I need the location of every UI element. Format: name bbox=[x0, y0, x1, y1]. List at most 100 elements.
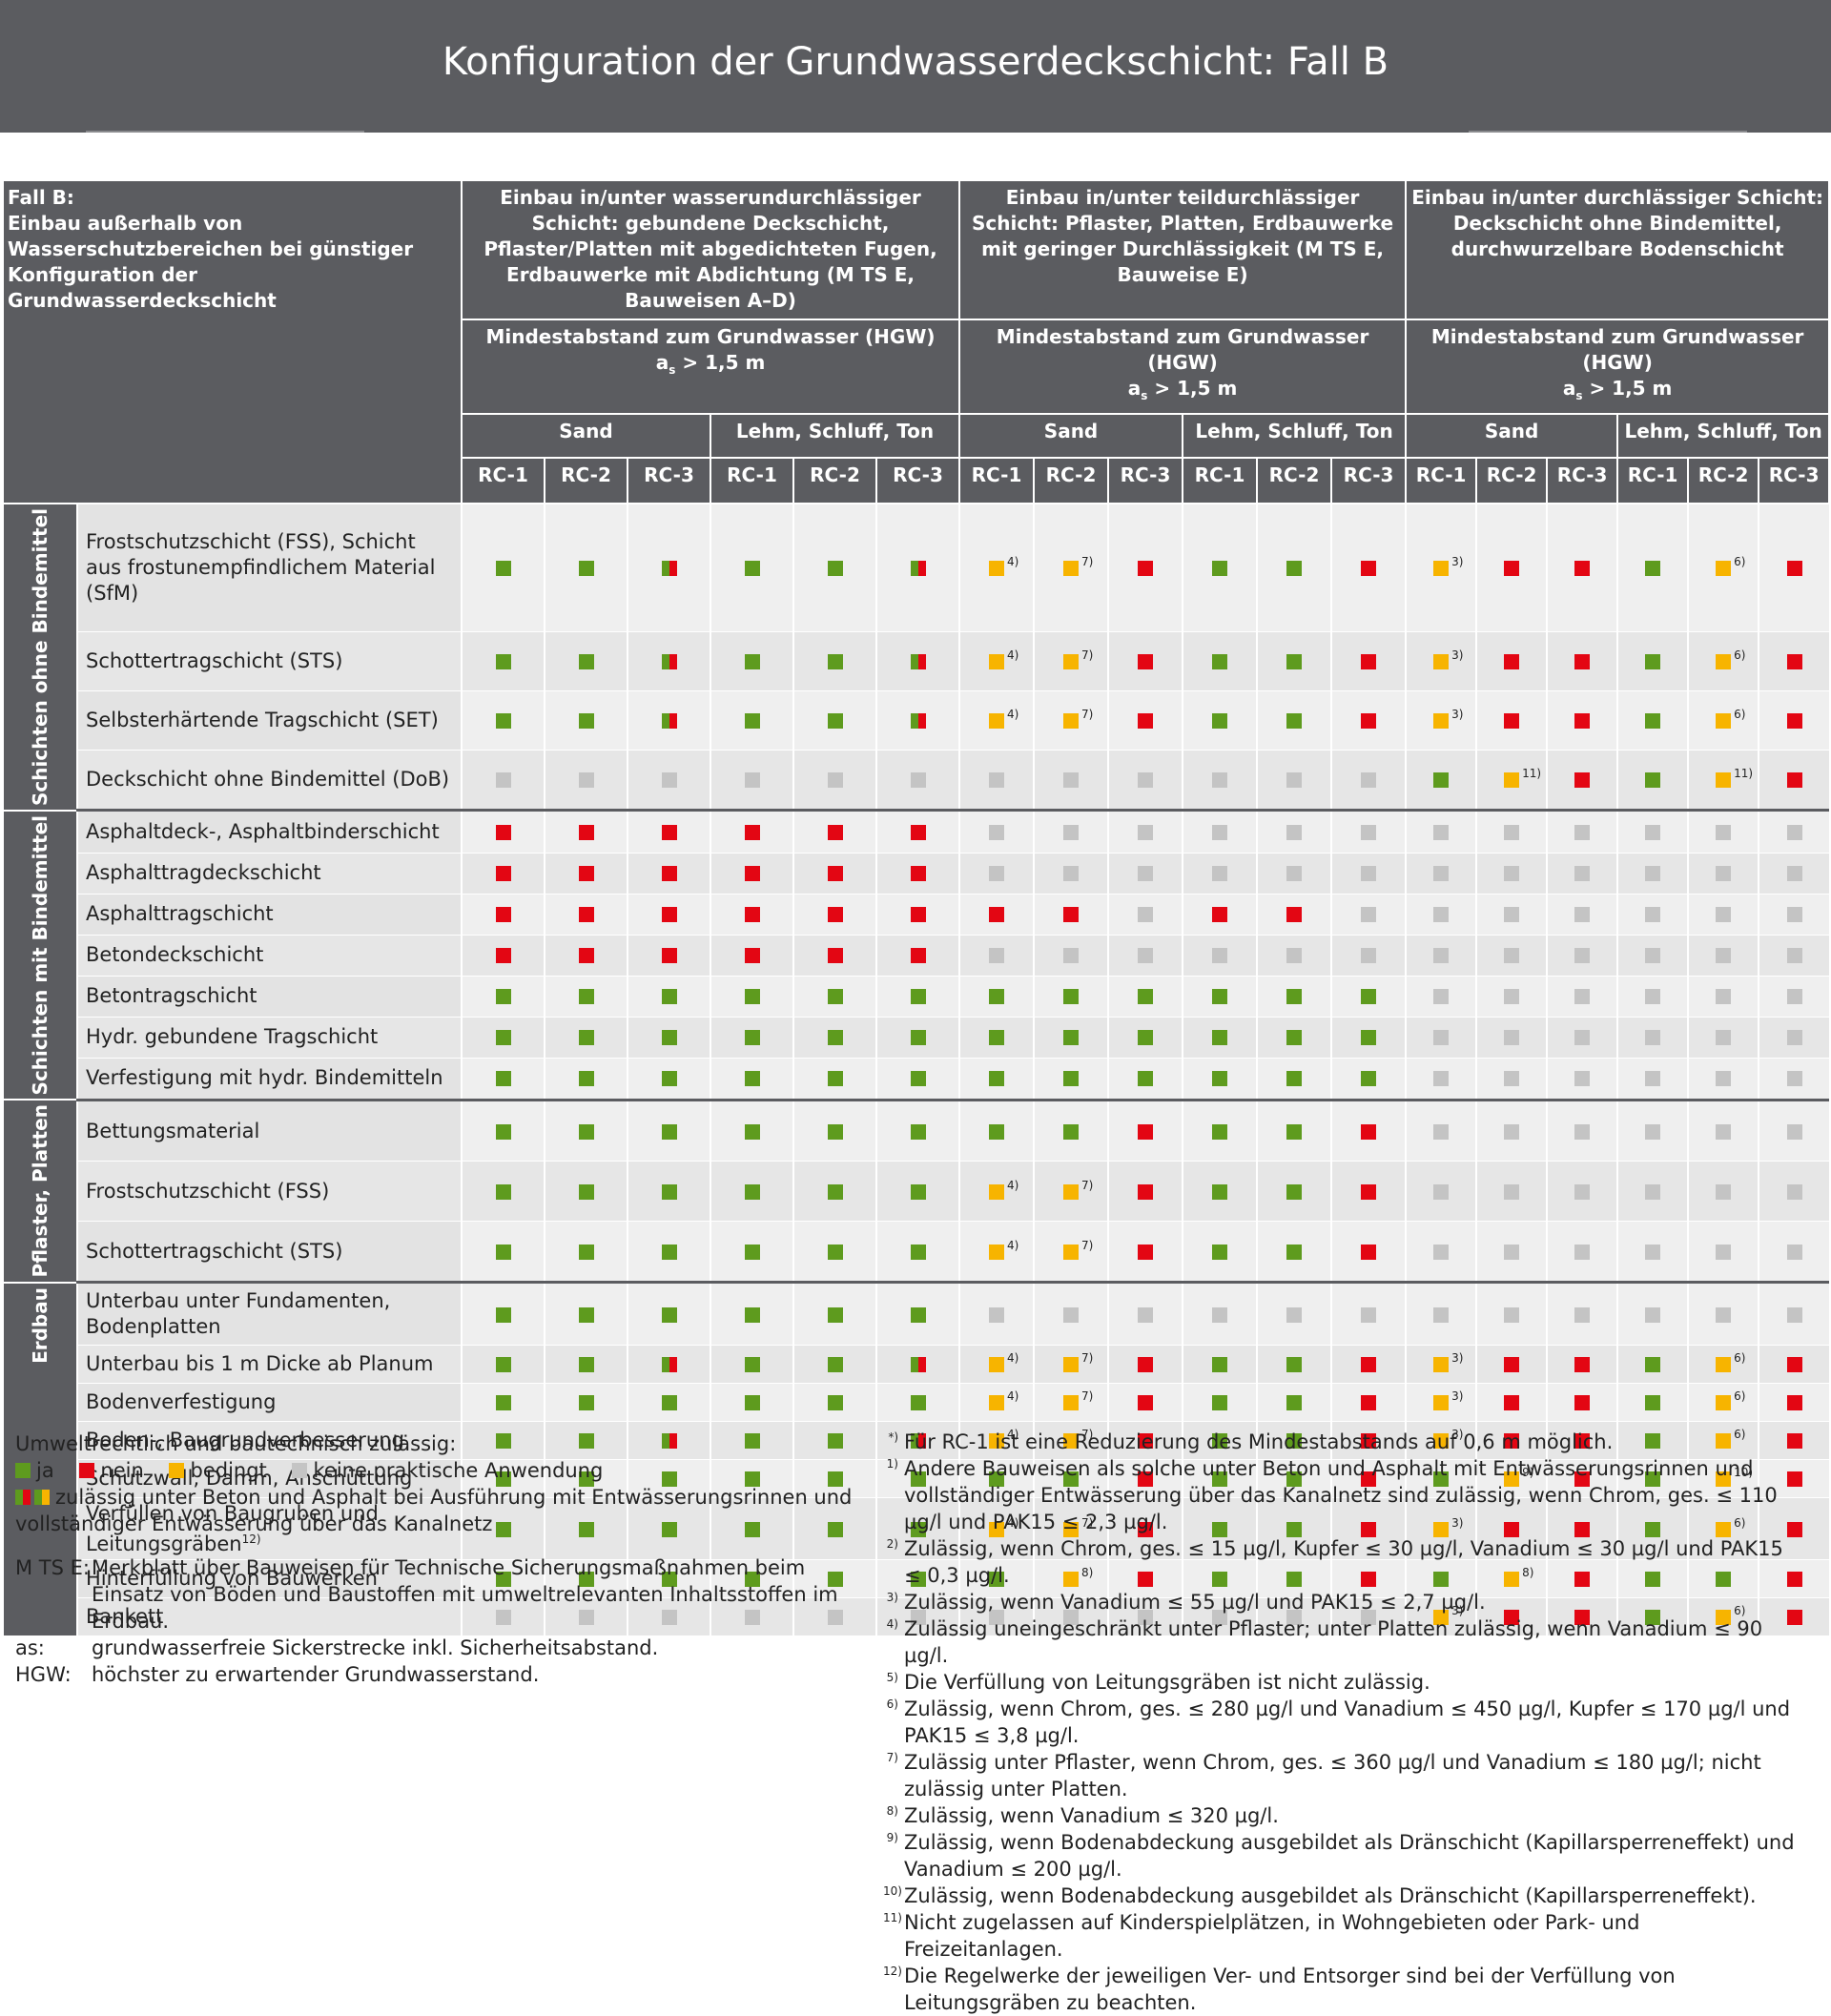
marker-cell bbox=[710, 1559, 794, 1599]
marker-cell bbox=[1256, 690, 1332, 751]
row-label: Bettungsmaterial bbox=[75, 1098, 463, 1162]
status-marker bbox=[1063, 948, 1080, 964]
status-marker: 6) bbox=[1716, 556, 1745, 576]
banner-rule-right bbox=[1469, 131, 1747, 133]
status-marker bbox=[989, 1572, 1005, 1588]
status-marker bbox=[1361, 825, 1377, 841]
status-marker bbox=[1574, 560, 1591, 576]
status-marker bbox=[1645, 1244, 1661, 1260]
hgw-value: > 1,5 m bbox=[675, 351, 766, 374]
category-label: Pflaster, Platten bbox=[28, 1104, 51, 1278]
footnote-text: Zulässig, wenn Vanadium ≤ 55 µg/l und PA… bbox=[904, 1591, 1486, 1614]
hgw-header-1: Mindestabstand zum Grundwasser (HGW) as >… bbox=[461, 319, 961, 415]
marker-cell bbox=[1475, 809, 1548, 854]
status-marker bbox=[744, 1357, 760, 1373]
status-marker: 4) bbox=[989, 1180, 1018, 1200]
status-marker bbox=[1212, 1357, 1228, 1373]
status-marker bbox=[495, 1306, 511, 1323]
footnote-ref: 8) bbox=[1522, 1566, 1534, 1580]
row-label: Asphalttragdeckschicht bbox=[75, 853, 463, 895]
row-label-text: Bettungsmaterial bbox=[86, 1119, 260, 1142]
marker-cell bbox=[792, 853, 877, 895]
marker-cell bbox=[627, 750, 711, 812]
row-label-text: Schottertragschicht (STS) bbox=[86, 648, 343, 672]
status-marker: 6) bbox=[1716, 649, 1745, 669]
marker-cell bbox=[1330, 690, 1407, 751]
status-marker bbox=[1361, 907, 1377, 923]
marker-cell bbox=[1758, 1058, 1830, 1101]
status-marker bbox=[1786, 948, 1802, 964]
status-marker: 7) bbox=[1063, 1352, 1093, 1373]
status-marker bbox=[1574, 1030, 1591, 1046]
marker-cell bbox=[1687, 976, 1759, 1018]
status-marker bbox=[1433, 1030, 1450, 1046]
status-marker bbox=[1138, 1433, 1154, 1450]
status-marker bbox=[578, 653, 594, 669]
marker-cell bbox=[1330, 1497, 1407, 1561]
status-marker bbox=[744, 772, 760, 789]
status-marker bbox=[1504, 989, 1520, 1005]
marker-cell bbox=[1475, 1345, 1548, 1385]
status-marker: 8) bbox=[1063, 1567, 1093, 1588]
row-label-text: Verfüllen von Baugruben und Leitungsgräb… bbox=[86, 1501, 379, 1555]
fall-header: Fall B: Einbau außerhalb von Wasserschut… bbox=[1, 179, 463, 504]
table-row: Bodenverfestigung 4) 7) 3) 6) bbox=[3, 1383, 1830, 1423]
row-label: Bodenverfestigung bbox=[75, 1383, 463, 1423]
marker-cell: 4) bbox=[958, 1421, 1035, 1461]
marker-cell bbox=[1330, 1345, 1407, 1385]
marker-cell bbox=[1107, 1098, 1183, 1162]
status-marker bbox=[1212, 1030, 1228, 1046]
status-marker bbox=[1786, 1610, 1802, 1626]
marker-cell: 6) bbox=[1687, 631, 1759, 691]
marker-cell bbox=[710, 1098, 794, 1162]
status-marker bbox=[910, 907, 926, 923]
table-row: Verfestigung mit hydr. Bindemitteln bbox=[3, 1058, 1830, 1101]
row-label: Selbsterhärtende Tragschicht (SET) bbox=[75, 690, 463, 751]
status-marker bbox=[1361, 653, 1377, 669]
marker-cell bbox=[1182, 1597, 1258, 1637]
marker-cell bbox=[1256, 1459, 1332, 1499]
marker-cell: 11) bbox=[1687, 750, 1759, 812]
footnote-ref: 7) bbox=[1081, 1515, 1094, 1530]
marker-cell bbox=[1107, 1421, 1183, 1461]
footnote-ref: 4) bbox=[1007, 554, 1019, 568]
status-marker bbox=[661, 825, 677, 841]
status-marker bbox=[1063, 1123, 1080, 1140]
marker-cell bbox=[1107, 853, 1183, 895]
row-label: Schottertragschicht (STS) bbox=[75, 1221, 463, 1284]
status-marker bbox=[1286, 1471, 1303, 1488]
marker-cell bbox=[1546, 935, 1618, 977]
status-marker bbox=[989, 948, 1005, 964]
table-row: Unterbau bis 1 m Dicke ab Planum 4) 7) 3) 6) bbox=[3, 1345, 1830, 1385]
marker-cell bbox=[627, 690, 711, 751]
status-marker bbox=[1212, 866, 1228, 882]
status-marker bbox=[1786, 1395, 1802, 1411]
status-marker bbox=[1138, 1030, 1154, 1046]
status-marker bbox=[1212, 1071, 1228, 1087]
status-marker bbox=[1574, 866, 1591, 882]
row-label-text: Schottertragschicht (STS) bbox=[86, 1239, 343, 1263]
marker-cell: 4) bbox=[958, 690, 1035, 751]
status-marker: 3) bbox=[1433, 649, 1463, 669]
marker-cell: 10) bbox=[1687, 1459, 1759, 1499]
marker-cell bbox=[1033, 1098, 1109, 1162]
table-row: Schichten mit Bindemittel Asphaltdeck-, A… bbox=[2, 809, 1830, 1101]
status-marker bbox=[1212, 1123, 1228, 1140]
marker-cell bbox=[792, 504, 877, 632]
marker-cell bbox=[710, 631, 794, 691]
status-marker bbox=[1574, 948, 1591, 964]
marker-cell bbox=[1758, 809, 1830, 854]
status-marker bbox=[1138, 866, 1154, 882]
status-marker bbox=[495, 1572, 511, 1588]
marker-cell bbox=[461, 1098, 545, 1162]
status-marker bbox=[1433, 1071, 1450, 1087]
status-marker bbox=[661, 1306, 677, 1323]
row-label: Verfüllen von Baugruben und Leitungsgräb… bbox=[75, 1497, 463, 1561]
table-row: Asphalttragschicht bbox=[3, 894, 1830, 936]
status-marker: 4) bbox=[989, 1517, 1018, 1537]
status-marker bbox=[1786, 825, 1802, 841]
marker-cell bbox=[1107, 935, 1183, 977]
status-marker bbox=[1212, 1433, 1228, 1450]
marker-cell bbox=[1546, 1559, 1618, 1599]
status-marker: 7) bbox=[1063, 1429, 1093, 1450]
